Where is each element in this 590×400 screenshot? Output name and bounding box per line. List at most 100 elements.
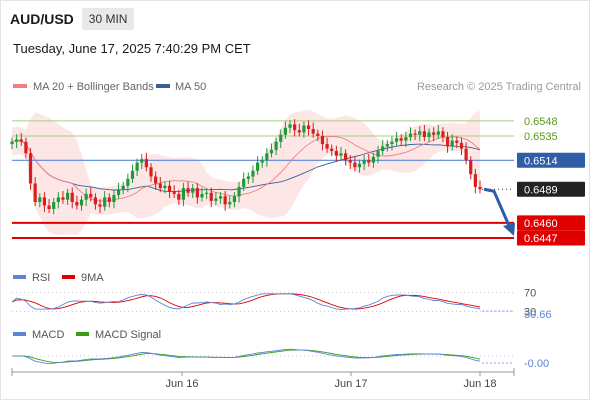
candle-body	[381, 146, 385, 152]
candle-body	[218, 196, 223, 199]
chart-header: AUD/USD 30 MIN	[10, 8, 135, 30]
candle-body	[228, 202, 232, 205]
candle-body	[316, 133, 320, 136]
candle-body	[436, 131, 440, 135]
rsi-level-label-70: 70	[524, 288, 536, 300]
candle-body	[200, 193, 204, 198]
projection-arrow	[483, 187, 512, 229]
candle-body	[478, 186, 482, 190]
level-tag-0-6514	[517, 152, 585, 168]
candle-body	[251, 170, 255, 177]
candle-body	[344, 153, 348, 161]
candle-body	[473, 174, 477, 187]
ma20-line	[11, 135, 481, 202]
candle-body	[399, 138, 403, 141]
level-tag-0-6460	[517, 215, 585, 231]
symbol-title: AUD/USD	[10, 11, 74, 27]
candle-body	[237, 186, 241, 197]
candle-body	[371, 156, 376, 163]
candle-body	[246, 176, 250, 179]
candle-body	[158, 183, 162, 189]
time-axis: Jun 16 Jun 17 Jun 18	[11, 368, 515, 390]
candle-body	[75, 202, 79, 206]
candle-body	[339, 153, 343, 156]
rsi-legend-swatch	[13, 275, 26, 279]
macd-last-value: -0.00	[524, 358, 549, 370]
candle-body	[38, 197, 42, 203]
candle-body	[464, 148, 468, 161]
candle-body	[242, 178, 246, 187]
candle-body	[15, 139, 19, 142]
candle-body	[455, 140, 459, 143]
candle-body	[348, 160, 352, 163]
candle-body	[223, 196, 227, 205]
price-panel: 0.6548 0.6535 0.6514 0.6489 0.6460 0.6447	[10, 109, 585, 246]
rsi-ma-legend-swatch	[62, 275, 75, 279]
candle-body	[404, 137, 408, 141]
candle-body	[98, 204, 102, 207]
candle-body	[394, 138, 399, 142]
candle-body	[52, 202, 56, 209]
level-label-0-6548: 0.6548	[524, 116, 558, 128]
candle-body	[279, 134, 283, 142]
candle-body	[112, 195, 116, 203]
candle-body	[177, 193, 181, 200]
candle-body	[181, 188, 186, 200]
candle-body	[427, 132, 431, 138]
candle-body	[47, 205, 51, 209]
candle-body	[293, 124, 297, 131]
candle-body	[186, 188, 190, 193]
candle-body	[103, 197, 107, 207]
candle-body	[89, 193, 93, 198]
candle-body	[469, 160, 473, 175]
candle-body	[311, 128, 315, 134]
candle-body	[255, 162, 260, 171]
ma20-legend-swatch	[13, 84, 27, 88]
rsi-line	[11, 293, 481, 311]
candle-body	[306, 125, 311, 129]
candle-body	[144, 159, 148, 168]
candle-body	[66, 192, 70, 200]
level-label-0-6460: 0.6460	[524, 218, 558, 230]
candle-body	[214, 198, 218, 201]
projection-arrow-head	[503, 222, 515, 236]
credit-label: Research © 2025 Trading Central	[417, 81, 581, 93]
candle-body	[269, 149, 274, 154]
candle-body	[42, 197, 47, 206]
level-tag-0-6489	[517, 181, 585, 197]
candle-body	[297, 130, 301, 133]
candle-body	[107, 197, 111, 203]
candle-body	[418, 131, 422, 135]
bollinger-band	[12, 109, 480, 235]
macd-legend-swatch	[13, 332, 26, 336]
candle-body	[195, 188, 199, 198]
candle-body	[288, 124, 292, 128]
candle-body	[163, 185, 167, 189]
macd-legend-label: MACD	[32, 329, 64, 341]
candle-body	[70, 192, 74, 203]
candle-body	[19, 139, 23, 142]
candle-body	[33, 183, 37, 203]
candle-body	[376, 151, 380, 157]
candle-body	[84, 193, 88, 200]
timestamp: Tuesday, June 17, 2025 7:40:29 PM CET	[13, 41, 251, 56]
candle-body	[422, 131, 426, 138]
candle-body	[283, 127, 287, 135]
candle-body	[126, 178, 130, 186]
time-tick-label: Jun 17	[334, 378, 367, 390]
macd-signal-legend-label: MACD Signal	[95, 329, 161, 341]
candle-body	[232, 196, 237, 203]
candle-body	[167, 185, 172, 192]
timeframe-badge[interactable]: 30 MIN	[81, 8, 135, 30]
candle-body	[274, 141, 278, 150]
candle-body	[24, 141, 28, 154]
candle-body	[61, 197, 65, 200]
candle-body	[260, 160, 264, 163]
candle-body	[121, 185, 125, 190]
ma50-legend-label: MA 50	[175, 81, 206, 93]
candle-body	[450, 140, 454, 147]
macd-signal-legend-swatch	[76, 332, 89, 336]
candle-body	[325, 144, 329, 149]
candle-body	[408, 133, 413, 138]
macd-signal-line	[12, 349, 481, 363]
